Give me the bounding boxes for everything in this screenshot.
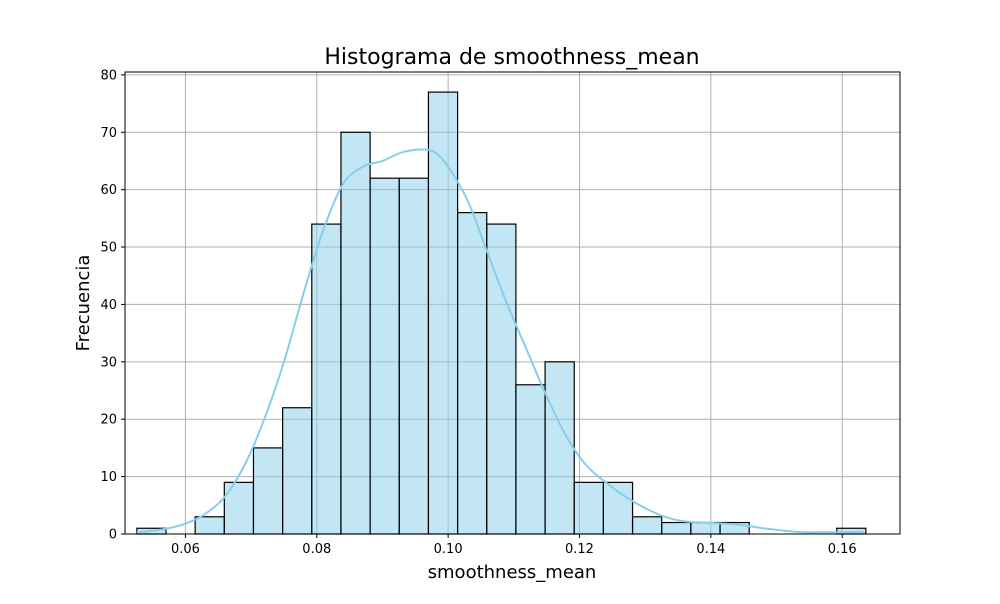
histogram-bar [311, 223, 342, 535]
x-tick-label: 0.06 [171, 542, 200, 557]
y-tick-label: 20 [100, 413, 117, 428]
histogram-bar [486, 223, 517, 535]
histogram-bar [661, 521, 692, 535]
histogram-bar [602, 481, 634, 535]
y-tick-label: 70 [100, 126, 117, 141]
y-tick-label: 40 [100, 298, 117, 313]
x-tick-label: 0.12 [565, 542, 594, 557]
histogram-bar [340, 131, 371, 535]
histogram-bar [282, 407, 313, 535]
histogram-bar [369, 177, 400, 535]
x-axis-ticks: 0.06 0.08 0.10 0.12 0.14 0.16 [171, 534, 857, 557]
y-tick-label: 0 [109, 528, 117, 543]
histogram-bar [631, 516, 663, 535]
plot-area-frame [124, 71, 901, 535]
histogram-bar [573, 481, 604, 535]
x-axis-label: smoothness_mean [428, 562, 597, 583]
histogram-bar [252, 447, 284, 535]
histogram-bars [136, 91, 867, 535]
x-tick-label: 0.08 [302, 542, 331, 557]
y-tick-label: 10 [100, 470, 117, 485]
histogram-bar [398, 177, 430, 535]
y-tick-label: 30 [100, 355, 117, 370]
y-tick-label: 80 [100, 68, 117, 83]
y-axis-ticks: 0 10 20 30 40 50 60 70 80 [100, 68, 125, 543]
y-axis-label: Frecuencia [73, 255, 94, 352]
y-tick-label: 60 [100, 183, 117, 198]
histogram-bar [456, 212, 488, 535]
histogram-bar [515, 384, 546, 535]
kde-curve [136, 148, 864, 534]
x-tick-label: 0.16 [828, 542, 857, 557]
y-tick-label: 50 [100, 241, 117, 256]
x-tick-label: 0.10 [434, 542, 463, 557]
histogram-bar [690, 521, 721, 535]
grid-lines [125, 72, 900, 535]
x-tick-label: 0.14 [696, 542, 725, 557]
chart-title: Histograma de smoothness_mean [324, 45, 699, 70]
kde-line [136, 148, 864, 534]
histogram-bar [194, 516, 225, 535]
histogram-bar [544, 361, 575, 535]
